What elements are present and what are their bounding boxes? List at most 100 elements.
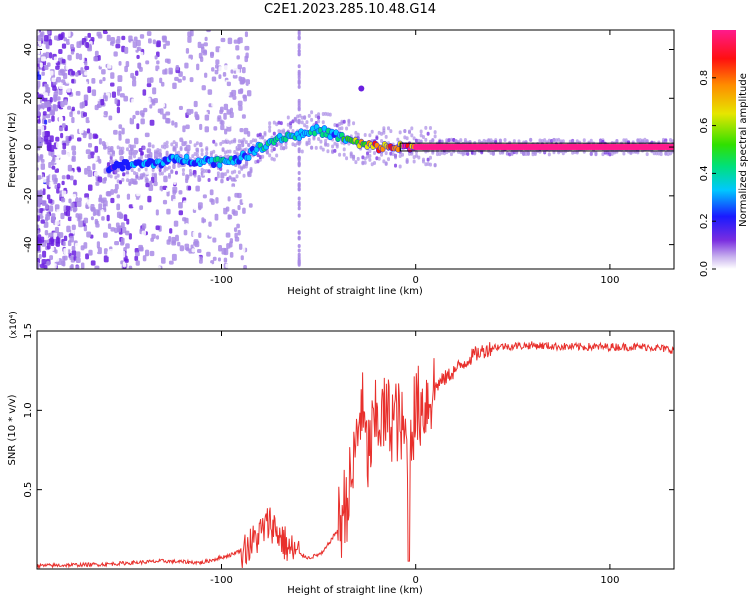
heatmap-cell [199,142,203,148]
heatmap-cell [398,130,402,135]
heatmap-cell [321,147,325,152]
heatmap-cell [95,181,100,186]
heatmap-cell [297,155,301,160]
heatmap-cell [157,266,161,269]
heatmap-cell [83,242,88,249]
heatmap-cell [45,213,51,221]
heatmap-cell [45,113,51,119]
heatmap-cell [447,138,451,143]
heatmap-cell [188,263,192,269]
heatmap-cell [165,117,170,124]
heatmap-cell [86,128,91,134]
heatmap-cell [193,239,199,244]
heatmap-cell [82,208,87,213]
heatmap-cell [237,100,243,107]
heatmap-cell [66,183,71,191]
heatmap-cell [46,260,50,266]
heatmap-cell [116,145,120,150]
heatmap-cell [76,200,82,208]
heatmap-cell [440,150,444,155]
heatmap-cell [106,214,110,222]
heatmap-cell [279,143,283,148]
heatmap-cell [221,148,225,153]
heatmap-cell [317,115,321,120]
heatmap-cell [51,174,57,181]
heatmap-cell [179,137,184,142]
heatmap-cell [197,41,202,49]
heatmap-cell [107,63,112,69]
heatmap-cell [263,130,267,135]
heatmap-cell [172,140,176,145]
heatmap-cell [189,77,194,83]
heatmap-cell [220,37,226,43]
heatmap-cell [153,173,157,178]
heatmap-cell [74,242,79,249]
heatmap-cell [67,164,73,172]
heatmap-cell [522,152,526,157]
heatmap-cell [200,43,205,49]
heatmap-cell [226,81,231,87]
heatmap-cell [245,244,250,249]
heatmap-cell [139,175,143,180]
heatmap-cell [71,78,75,84]
heatmap-cell [61,175,66,180]
heatmap-cell [63,235,68,242]
heatmap-cell [145,60,150,65]
colorbar: 0.0 0.2 0.4 0.6 0.8 Normalized spectral ampl… [699,30,749,277]
heatmap-cell [37,129,42,136]
heatmap-cell [352,121,356,126]
heatmap-cell [233,139,237,144]
heatmap-cell [174,30,178,36]
heatmap-cell [67,105,72,110]
heatmap-cell [136,46,142,51]
heatmap-cell [149,180,153,185]
heatmap-cell [37,185,41,191]
heatmap-cell [107,173,111,178]
heatmap-cell [151,233,156,239]
heatmap-cell [98,203,103,211]
heatmap-cell [50,63,54,70]
y-tick-label: 20 [23,92,34,105]
heatmap-cell [155,235,160,240]
heatmap-cell [47,118,52,124]
heatmap-cell [538,138,542,143]
heatmap-cell [51,77,56,83]
heatmap-cell [599,139,603,144]
heatmap-cell [236,132,241,137]
heatmap-cell [373,151,377,156]
heatmap-cell [412,159,416,164]
heatmap-cell [187,36,192,43]
heatmap-cell [214,213,219,221]
heatmap-cell [121,177,125,182]
heatmap-cell [235,68,240,75]
heatmap-cell [297,260,301,265]
heatmap-cell [297,176,301,181]
heatmap-cell [212,237,217,243]
heatmap-cell [174,121,178,128]
heatmap-cell [172,198,177,205]
heatmap-cell [204,114,210,121]
heatmap-cell [151,168,155,173]
heatmap-cell [94,218,99,225]
heatmap-cell [88,132,92,140]
heatmap-cell [200,148,204,153]
heatmap-cell [144,167,148,172]
heatmap-cell [189,172,193,177]
heatmap-cell [477,139,481,144]
heatmap-cell [209,152,213,157]
heatmap-cell [45,41,50,49]
heatmap-cell [204,65,210,71]
heatmap-cell [151,144,155,149]
heatmap-cell [75,113,80,119]
heatmap-cell [60,212,65,220]
heatmap-cell [193,100,198,108]
heatmap-cell [655,151,659,156]
heatmap-cell [643,137,647,142]
heatmap-cell [338,152,342,157]
heatmap-cell [342,147,346,152]
spectrogram-y-label: Frequency (Hz) [7,112,18,188]
heatmap-cell [71,145,76,151]
heatmap-cell [589,152,593,157]
heatmap-cell [76,176,81,183]
